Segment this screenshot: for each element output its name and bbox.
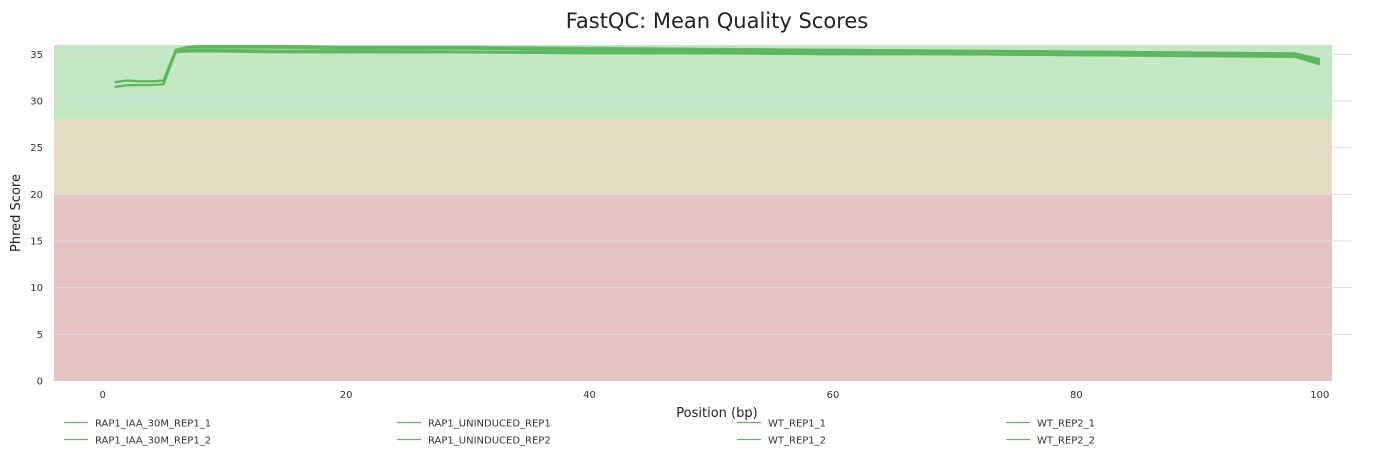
x-tick-label-3: 60 bbox=[827, 390, 840, 401]
series-lines bbox=[114, 44, 1321, 88]
x-tick-label-5: 100 bbox=[1310, 390, 1329, 401]
y-tick-label-3: 15 bbox=[30, 237, 43, 248]
y-tick-label-6: 30 bbox=[30, 97, 43, 108]
legend-label-WT_REP2_2: WT_REP2_2 bbox=[1037, 436, 1095, 447]
y-tick-label-0: 0 bbox=[37, 377, 43, 388]
x-axis-title: Position (bp) bbox=[676, 406, 757, 421]
chart-title: FastQC: Mean Quality Scores bbox=[566, 9, 869, 33]
legend-label-WT_REP1_1: WT_REP1_1 bbox=[768, 419, 826, 430]
x-axis-ticks: 0 20 40 60 80 100 bbox=[99, 390, 1329, 401]
quality-bands bbox=[54, 45, 1332, 381]
legend-label-RAP1_IAA_30M_REP1_2: RAP1_IAA_30M_REP1_2 bbox=[95, 436, 211, 447]
y-tick-label-7: 35 bbox=[30, 50, 43, 61]
y-axis-ticks: 0 5 10 15 20 25 30 35 bbox=[30, 50, 43, 388]
y-tick-label-5: 25 bbox=[30, 143, 43, 154]
quality-band-0 bbox=[54, 45, 1332, 120]
series-line-WT_REP2_1 bbox=[114, 46, 1321, 84]
x-tick-label-2: 40 bbox=[583, 390, 596, 401]
legend-label-WT_REP2_1: WT_REP2_1 bbox=[1037, 419, 1095, 430]
x-tick-label-0: 0 bbox=[99, 390, 105, 401]
legend-label-RAP1_UNINDUCED_REP2: RAP1_UNINDUCED_REP2 bbox=[428, 436, 551, 447]
series-line-WT_REP2_2 bbox=[114, 49, 1321, 88]
legend: RAP1_IAA_30M_REP1_1 RAP1_IAA_30M_REP1_2 RA… bbox=[64, 419, 1095, 447]
y-axis-title: Phred Score bbox=[9, 174, 24, 252]
legend-label-WT_REP1_2: WT_REP1_2 bbox=[768, 436, 826, 447]
legend-label-RAP1_IAA_30M_REP1_1: RAP1_IAA_30M_REP1_1 bbox=[95, 419, 211, 430]
quality-band-1 bbox=[54, 119, 1332, 195]
x-tick-label-1: 20 bbox=[340, 390, 353, 401]
y-tick-label-1: 5 bbox=[37, 330, 43, 341]
legend-label-RAP1_UNINDUCED_REP1: RAP1_UNINDUCED_REP1 bbox=[428, 419, 551, 430]
y-tick-label-4: 20 bbox=[30, 190, 43, 201]
x-tick-label-4: 80 bbox=[1070, 390, 1083, 401]
y-tick-label-2: 10 bbox=[30, 283, 43, 294]
